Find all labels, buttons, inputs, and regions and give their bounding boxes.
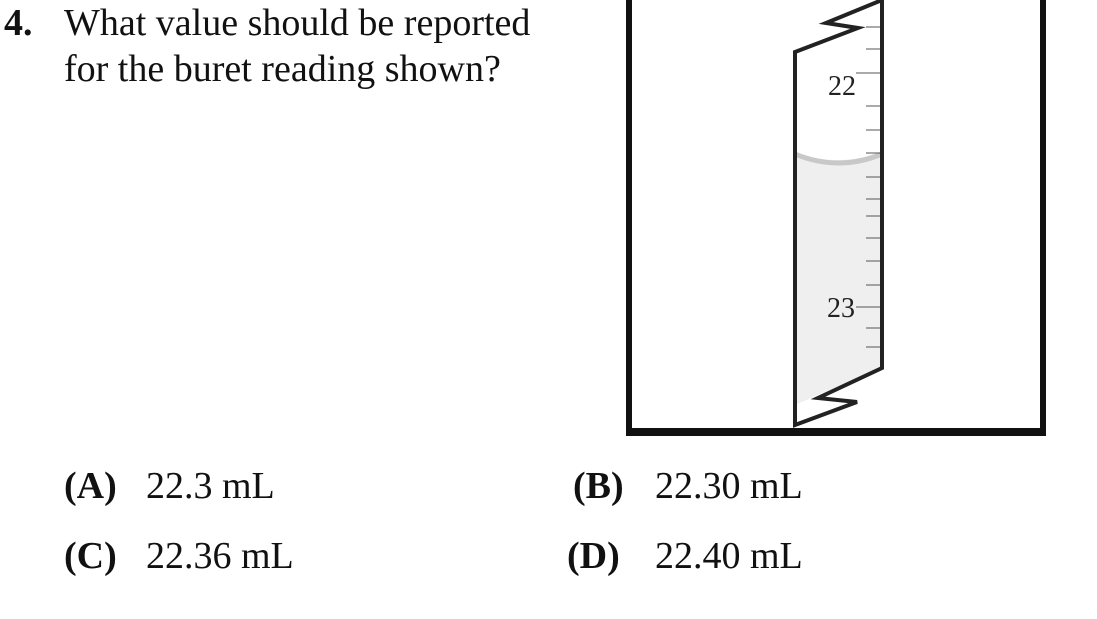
question-text: What value should be reported for the bu… bbox=[64, 0, 604, 92]
buret-meniscus bbox=[794, 151, 883, 166]
choice-d[interactable]: (D) 22.40 mL bbox=[567, 533, 803, 579]
buret-outline bbox=[793, 0, 884, 428]
choice-d-value: 22.40 mL bbox=[655, 535, 803, 577]
choice-b-letter: (B) bbox=[573, 465, 624, 507]
choice-b-value: 22.30 mL bbox=[655, 465, 803, 507]
question-text-line-2: for the buret reading shown? bbox=[64, 48, 501, 90]
buret-liquid bbox=[795, 152, 882, 405]
buret-label-23: 23 bbox=[827, 293, 855, 324]
buret-tick-marks bbox=[856, 26, 882, 348]
choice-b[interactable]: (B) 22.30 mL bbox=[573, 463, 803, 509]
buret-label-22: 22 bbox=[828, 71, 856, 102]
choice-d-letter: (D) bbox=[567, 535, 620, 577]
choice-a[interactable]: (A) 22.3 mL bbox=[64, 463, 275, 509]
choice-a-value: 22.3 mL bbox=[146, 465, 275, 507]
question-number: 4. bbox=[4, 2, 33, 44]
question-text-line-1: What value should be reported bbox=[64, 2, 531, 44]
figure-frame bbox=[626, 0, 1046, 436]
choice-c-value: 22.36 mL bbox=[146, 535, 294, 577]
choice-c-letter: (C) bbox=[64, 535, 117, 577]
choice-c[interactable]: (C) 22.36 mL bbox=[64, 533, 294, 579]
choice-a-letter: (A) bbox=[64, 465, 117, 507]
